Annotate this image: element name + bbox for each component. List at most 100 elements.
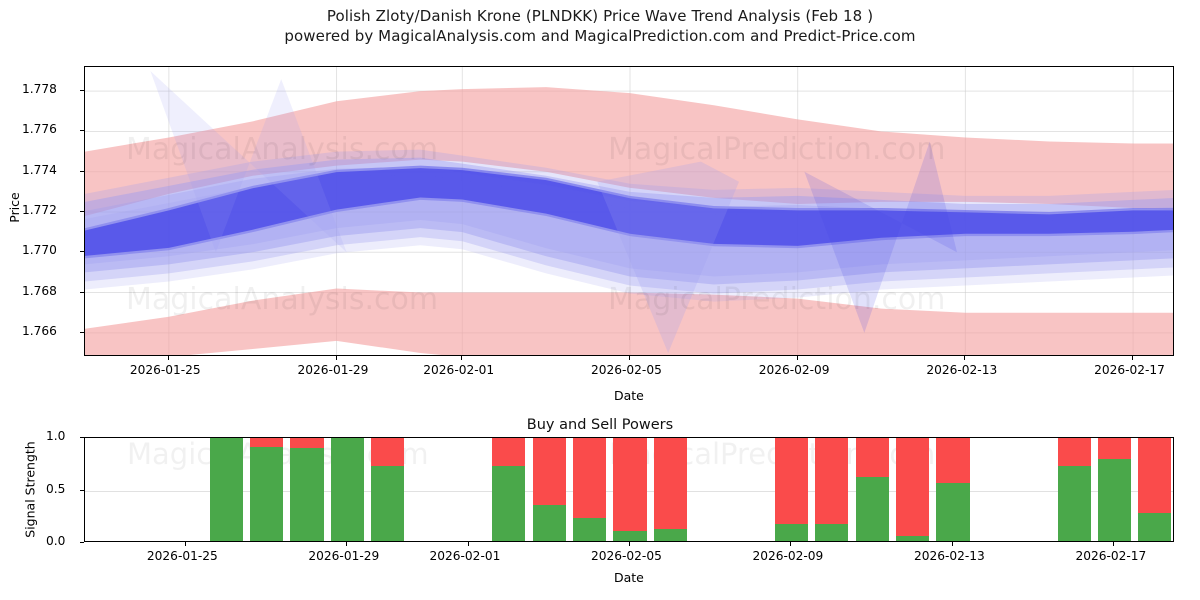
bar-buy-power xyxy=(815,524,849,541)
price-x-tick-label: 2026-02-13 xyxy=(926,363,998,377)
bar-buy-power xyxy=(250,446,284,541)
bar-buy-power xyxy=(209,438,243,541)
bar-y-tick-mark xyxy=(80,489,84,491)
bar-x-tick-label: 2026-02-17 xyxy=(1075,549,1147,563)
bar-x-tick-mark xyxy=(467,542,469,546)
bar-x-tick-label: 2026-01-29 xyxy=(308,549,380,563)
bar-buy-power xyxy=(613,530,647,541)
bar-sell-power xyxy=(774,438,809,525)
price-x-tick-label: 2026-01-29 xyxy=(297,363,369,377)
bar-sell-power xyxy=(250,438,284,447)
bar-column[interactable] xyxy=(573,438,607,541)
bar-buy-power xyxy=(290,447,324,541)
price-y-tick-label: 1.770 xyxy=(22,243,57,258)
price-x-tick-mark xyxy=(335,356,337,360)
bar-column[interactable] xyxy=(896,438,930,541)
bar-buy-power xyxy=(774,524,809,541)
price-y-tick-mark xyxy=(80,291,84,293)
bar-x-tick-label: 2026-02-05 xyxy=(591,549,662,563)
bar-sell-power xyxy=(371,438,405,467)
bar-buy-power xyxy=(855,476,889,541)
price-wave-bands xyxy=(85,67,1173,355)
bar-sell-power xyxy=(492,438,526,467)
price-y-tick-mark xyxy=(80,130,84,132)
bar-y-tick-mark xyxy=(80,542,84,543)
bar-column[interactable] xyxy=(815,438,849,541)
bar-column[interactable] xyxy=(492,438,526,541)
bar-sell-power xyxy=(896,438,930,536)
bar-x-tick-label: 2026-01-25 xyxy=(146,549,218,563)
bar-y-tick-label: 0.0 xyxy=(46,534,66,548)
bar-x-tick-mark xyxy=(629,542,630,546)
chart-title: Polish Zloty/Danish Krone (PLNDKK) Price… xyxy=(326,7,874,25)
price-y-tick-label: 1.766 xyxy=(22,323,57,338)
bar-column[interactable] xyxy=(1097,438,1131,541)
bar-column[interactable] xyxy=(774,438,809,541)
bar-x-tick-mark xyxy=(184,542,186,546)
page-title: Polish Zloty/Danish Krone (PLNDKK) Price… xyxy=(0,6,1200,46)
price-band xyxy=(85,87,1173,217)
bar-column[interactable] xyxy=(209,438,243,541)
bar-column[interactable] xyxy=(330,438,364,541)
bar-sell-power xyxy=(653,438,687,530)
bar-buy-power xyxy=(1138,512,1172,541)
bar-column[interactable] xyxy=(855,438,889,541)
price-x-tick-mark xyxy=(964,356,966,360)
wave-overlay xyxy=(804,141,957,333)
bar-x-axis-label: Date xyxy=(614,570,644,585)
bar-column[interactable] xyxy=(613,438,647,541)
bar-x-tick-label: 2026-02-01 xyxy=(429,549,501,563)
bar-buy-power xyxy=(573,517,607,541)
bar-x-tick-mark xyxy=(951,542,953,546)
bar-buy-power xyxy=(371,466,405,541)
price-x-tick-mark xyxy=(1132,356,1134,360)
bar-buy-power xyxy=(936,483,970,541)
bar-sell-power xyxy=(855,438,889,477)
price-y-axis-label: Price xyxy=(6,192,22,223)
bar-buy-power xyxy=(492,466,526,541)
price-x-tick-mark xyxy=(461,356,463,360)
price-x-tick-label: 2026-01-25 xyxy=(129,363,201,377)
bar-series-container xyxy=(85,438,1173,541)
chart-subtitle: powered by MagicalAnalysis.com and Magic… xyxy=(284,27,916,45)
bar-x-tick-label: 2026-02-13 xyxy=(913,549,985,563)
buy-sell-plot-area: MagicalAnalysis.com MagicalPrediction.co… xyxy=(84,437,1174,542)
bar-x-tick-mark xyxy=(1113,542,1115,546)
bar-y-tick-mark xyxy=(80,437,84,438)
bar-sell-power xyxy=(613,438,647,531)
bar-buy-power xyxy=(1097,459,1131,541)
bar-buy-power xyxy=(653,529,687,541)
price-y-tick-mark xyxy=(80,251,84,253)
price-y-tick-mark xyxy=(80,90,84,92)
price-y-tick-label: 1.768 xyxy=(22,283,57,298)
price-chart-plot-area xyxy=(84,66,1174,356)
bar-column[interactable] xyxy=(653,438,687,541)
bar-buy-power xyxy=(1057,466,1091,541)
bar-sell-power xyxy=(1057,438,1091,467)
bar-buy-power xyxy=(896,535,930,541)
bar-column[interactable] xyxy=(250,438,284,541)
bar-column[interactable] xyxy=(290,438,324,541)
bar-column[interactable] xyxy=(936,438,970,541)
bar-column[interactable] xyxy=(371,438,405,541)
price-y-tick-mark xyxy=(80,211,84,212)
price-band xyxy=(85,288,1173,355)
price-x-tick-label: 2026-02-17 xyxy=(1094,363,1165,377)
price-y-tick-mark xyxy=(80,331,84,333)
bar-column[interactable] xyxy=(1057,438,1091,541)
bar-sell-power xyxy=(1138,438,1172,513)
bar-sell-power xyxy=(290,438,324,448)
bar-x-tick-mark xyxy=(346,542,348,546)
bar-sell-power xyxy=(815,438,849,525)
price-y-tick-label: 1.776 xyxy=(22,122,57,137)
price-x-tick-label: 2026-02-01 xyxy=(423,363,495,377)
price-y-tick-label: 1.772 xyxy=(22,203,57,217)
bar-buy-power xyxy=(532,505,566,541)
bar-column[interactable] xyxy=(532,438,566,541)
wave-overlay xyxy=(597,161,739,353)
price-y-tick-mark xyxy=(80,170,84,172)
bar-column[interactable] xyxy=(1138,438,1172,541)
bar-sell-power xyxy=(936,438,970,484)
price-x-tick-mark xyxy=(167,356,169,360)
